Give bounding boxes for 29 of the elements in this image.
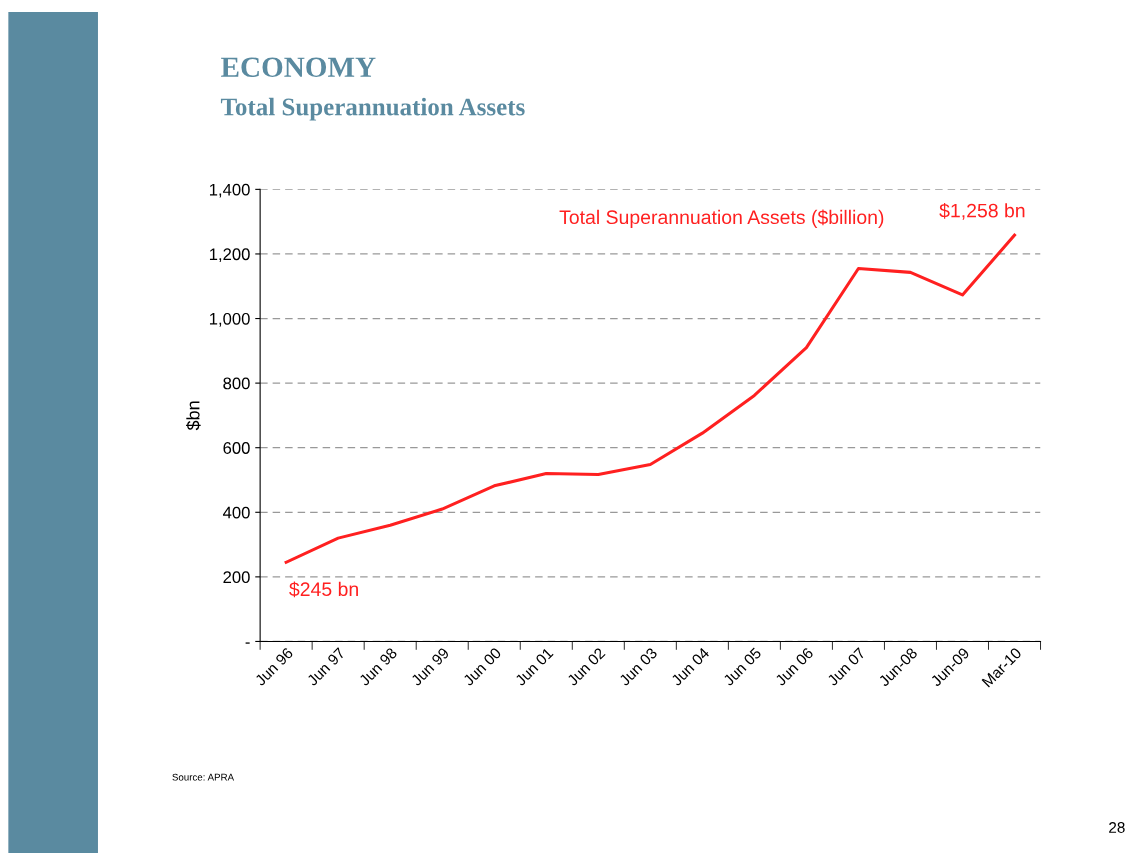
line-series <box>284 233 1017 564</box>
annotation: $245 bn <box>289 581 358 598</box>
text: 28 <box>1109 822 1125 833</box>
text: Total Superannuation Assets ($billion) <box>559 209 884 228</box>
x-tick-label: Jun 98 <box>358 647 398 687</box>
x-tick-label: Jun 04 <box>670 646 710 687</box>
annotation: $1,258 bn <box>939 202 1025 220</box>
y-tick-label: 800 <box>223 377 250 390</box>
y-tick-label: 1,400 <box>209 183 250 198</box>
source-note: Source: APRA <box>172 773 235 781</box>
y-tick-label: 1,000 <box>209 312 250 327</box>
x-tick-label: Jun 97 <box>306 647 346 687</box>
x-tick-label: Jun 99 <box>410 647 450 687</box>
y-axis-title: $bn <box>186 401 201 431</box>
x-tick-label: Jun 03 <box>618 647 658 687</box>
x-tick-label: Jun 05 <box>722 647 762 687</box>
y-tick-label: 1,200 <box>209 248 250 263</box>
chart-subtitle: Total Superannuation Assets <box>220 97 525 121</box>
y-tick-label: - <box>245 642 250 644</box>
y-tick-label: 200 <box>223 571 250 584</box>
chart-title: ECONOMY <box>221 57 376 78</box>
x-tick-label: Jun 96 <box>254 647 294 687</box>
y-tick-label: 600 <box>223 442 250 454</box>
y-tick-label: 400 <box>222 506 250 519</box>
x-tick-label: Jun 01 <box>514 647 554 687</box>
x-tick-label: Jun 07 <box>826 647 866 687</box>
x-tick-label: Jun 06 <box>774 647 814 687</box>
x-tick-label: Jun 02 <box>566 647 606 687</box>
x-tick-label: Jun 00 <box>462 647 502 687</box>
